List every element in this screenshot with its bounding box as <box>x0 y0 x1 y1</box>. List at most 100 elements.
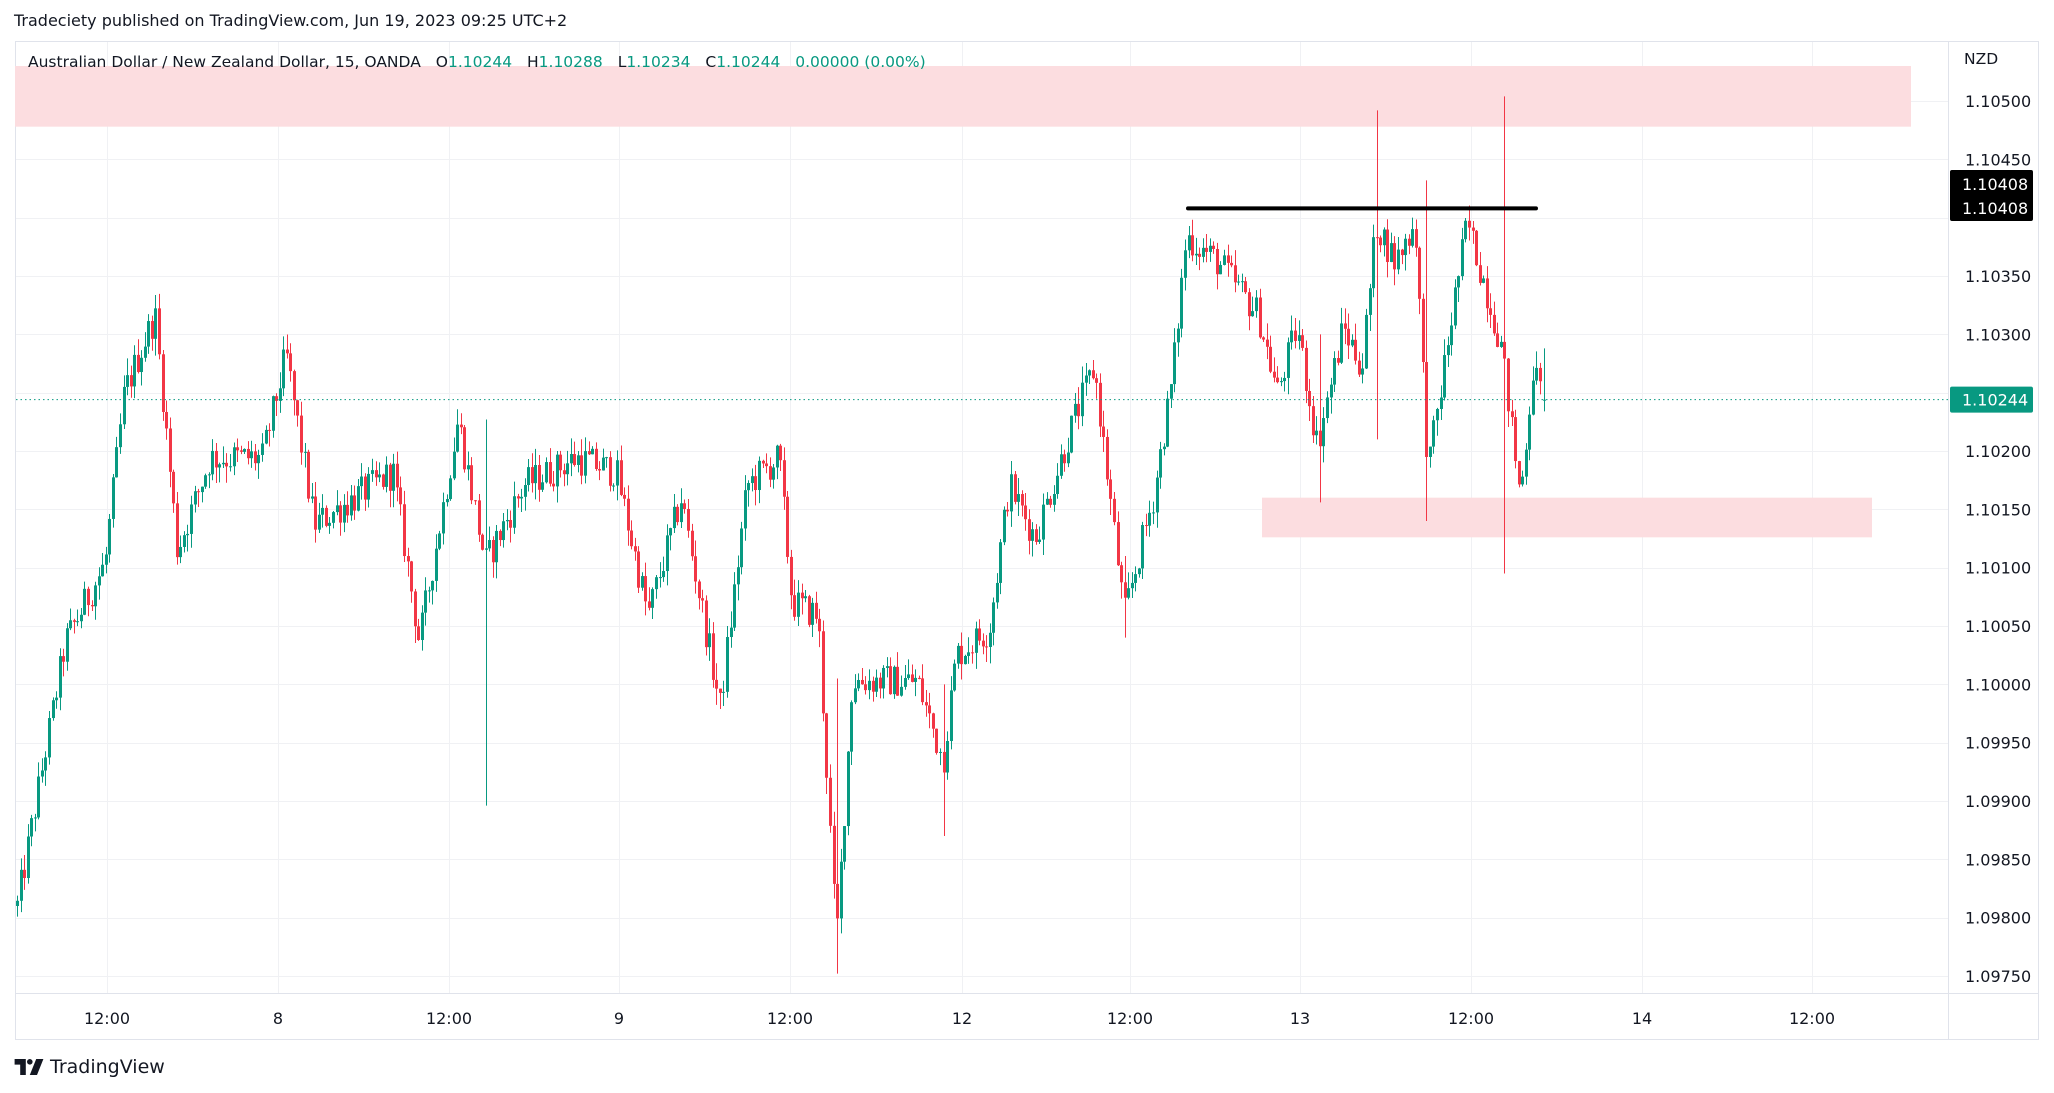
candle-up <box>385 464 388 487</box>
candle-up <box>311 496 314 499</box>
time-tick-label: 13 <box>1290 1009 1310 1028</box>
candle-down <box>293 371 296 401</box>
candle-up <box>737 567 740 585</box>
currency-label[interactable]: NZD <box>1964 50 1999 68</box>
candle-up <box>893 666 896 695</box>
candle-up <box>282 349 285 389</box>
candle-down <box>808 596 811 625</box>
price-tick-label: 1.10000 <box>1965 675 2031 694</box>
price-tick-label: 1.10350 <box>1965 267 2031 286</box>
candle-up <box>1351 339 1354 346</box>
candle-down <box>1244 281 1247 293</box>
candle-up <box>438 533 441 549</box>
candle-up <box>1528 414 1531 450</box>
candle-up <box>946 741 949 773</box>
candle-down <box>1539 367 1542 382</box>
candle-up <box>194 491 197 505</box>
candle-up <box>37 776 40 818</box>
supply-zone[interactable] <box>15 65 1911 127</box>
candle-down <box>818 618 821 632</box>
time-tick-label: 12:00 <box>1107 1009 1153 1028</box>
candle-up <box>669 528 672 536</box>
candle-down <box>1418 247 1421 299</box>
candle-down <box>492 539 495 563</box>
candle-up <box>975 628 978 653</box>
candle-up <box>250 451 253 459</box>
candle-down <box>1514 417 1517 462</box>
candle-up <box>1287 342 1290 378</box>
candle-up <box>1283 377 1286 382</box>
candle-up <box>421 612 424 641</box>
publish-info: Tradeciety published on TradingView.com,… <box>14 11 568 30</box>
candle-up <box>272 396 275 431</box>
candle-down <box>314 496 317 530</box>
candle-up <box>797 592 800 617</box>
candle-down <box>1393 243 1396 270</box>
level-price-label: 1.10408 <box>1962 175 2028 194</box>
candle-down <box>648 601 651 608</box>
demand-zone[interactable] <box>1262 497 1872 538</box>
candle-up <box>1340 323 1343 363</box>
candle-up <box>424 590 427 613</box>
candle-down <box>1319 430 1322 447</box>
chart-frame[interactable] <box>15 41 2039 1040</box>
candle-down <box>517 496 520 499</box>
tradingview-logo[interactable]: TradingView <box>14 1056 165 1078</box>
price-tick-label: 1.10300 <box>1965 325 2031 344</box>
candle-up <box>950 690 953 742</box>
candle-down <box>1113 498 1116 523</box>
symbol-name[interactable]: Australian Dollar / New Zealand Dollar, … <box>28 53 421 71</box>
symbol-legend: Australian Dollar / New Zealand Dollar, … <box>28 53 926 71</box>
candle-down <box>1227 255 1230 263</box>
candle-up <box>502 521 505 541</box>
last-price-label-box[interactable] <box>1950 386 2033 413</box>
candle-up <box>488 539 491 549</box>
candle-up <box>140 357 143 373</box>
candle-down <box>715 679 718 689</box>
candle-up <box>378 474 381 478</box>
candle-down <box>1475 230 1478 266</box>
candle-up <box>513 496 516 528</box>
candle-up <box>27 836 30 878</box>
candle-up <box>105 554 108 565</box>
candle-up <box>1070 415 1073 453</box>
candle-up <box>1085 375 1088 383</box>
candle-up <box>1127 588 1130 598</box>
candle-down <box>801 592 804 599</box>
candle-up <box>69 620 72 629</box>
level-price-label-box[interactable] <box>1950 170 2033 221</box>
candle-up <box>367 473 370 500</box>
candle-down <box>1354 339 1357 361</box>
candle-up <box>1521 476 1524 485</box>
candle-up <box>154 308 157 339</box>
candle-up <box>726 637 729 692</box>
candle-up <box>1443 355 1446 398</box>
level-price-label: 1.10408 <box>1962 199 2028 218</box>
candle-down <box>1205 247 1208 252</box>
candle-down <box>1063 454 1066 464</box>
candle-down <box>1216 248 1219 275</box>
candle-down <box>1145 525 1148 527</box>
candle-down <box>410 561 413 592</box>
tradingview-logo-icon <box>14 1059 44 1075</box>
candle-up <box>279 388 282 401</box>
candle-up <box>1237 281 1240 283</box>
candle-up <box>747 483 750 491</box>
candle-down <box>971 652 974 654</box>
candle-up <box>1074 403 1077 416</box>
candle-down <box>236 447 239 451</box>
candles[interactable] <box>16 96 1546 974</box>
candle-down <box>1198 253 1201 257</box>
candle-down <box>623 494 626 499</box>
candle-up <box>304 451 307 453</box>
candle-down <box>836 883 839 919</box>
candle-up <box>257 454 260 464</box>
candle-down <box>627 498 630 531</box>
candle-up <box>1280 381 1283 383</box>
candle-up <box>350 495 353 516</box>
candle-up <box>1180 277 1183 329</box>
candle-down <box>1262 337 1265 340</box>
candle-up <box>343 504 346 523</box>
candle-down <box>833 825 836 884</box>
